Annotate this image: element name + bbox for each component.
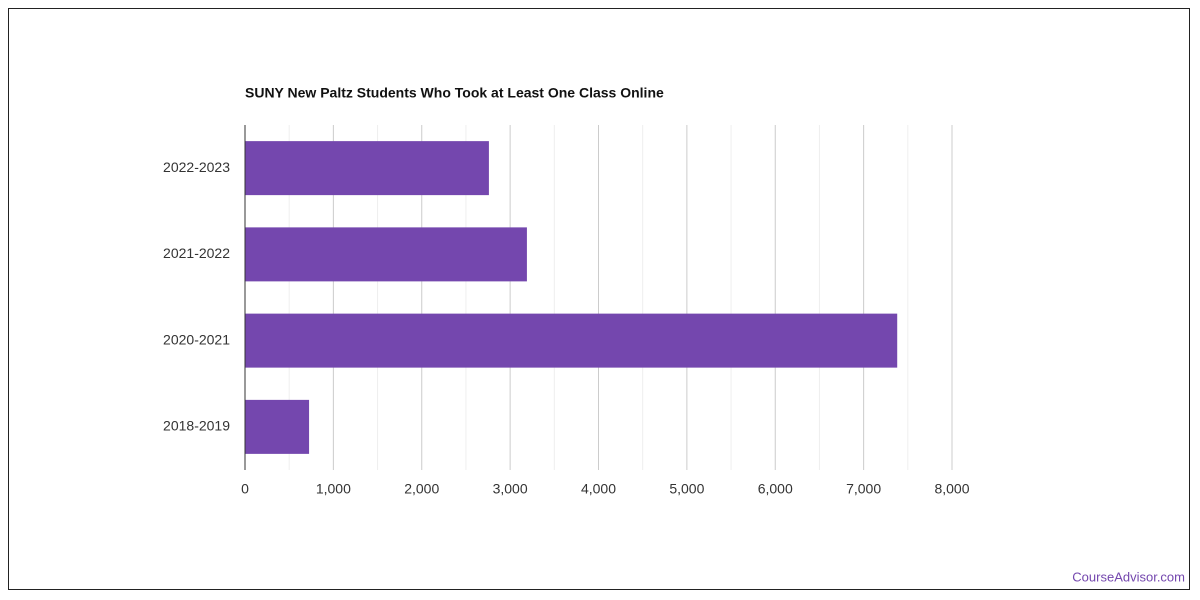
x-tick-label: 2,000 <box>404 481 439 497</box>
x-tick-label: 6,000 <box>758 481 793 497</box>
x-tick-label: 3,000 <box>493 481 528 497</box>
x-tick-label: 7,000 <box>846 481 881 497</box>
chart-title: SUNY New Paltz Students Who Took at Leas… <box>245 85 664 101</box>
y-tick-label: 2021-2022 <box>163 245 230 261</box>
x-tick-label: 4,000 <box>581 481 616 497</box>
footer-link[interactable]: CourseAdvisor.com <box>1072 569 1185 584</box>
x-tick-label: 8,000 <box>934 481 969 497</box>
bar <box>245 227 527 282</box>
bar <box>245 399 310 454</box>
x-tick-label: 0 <box>241 481 249 497</box>
bar <box>245 141 489 196</box>
x-tick-label: 5,000 <box>669 481 704 497</box>
bar <box>245 313 898 368</box>
y-tick-label: 2022-2023 <box>163 159 230 175</box>
y-tick-label: 2020-2021 <box>163 331 230 347</box>
x-tick-label: 1,000 <box>316 481 351 497</box>
y-tick-label: 2018-2019 <box>163 418 230 434</box>
